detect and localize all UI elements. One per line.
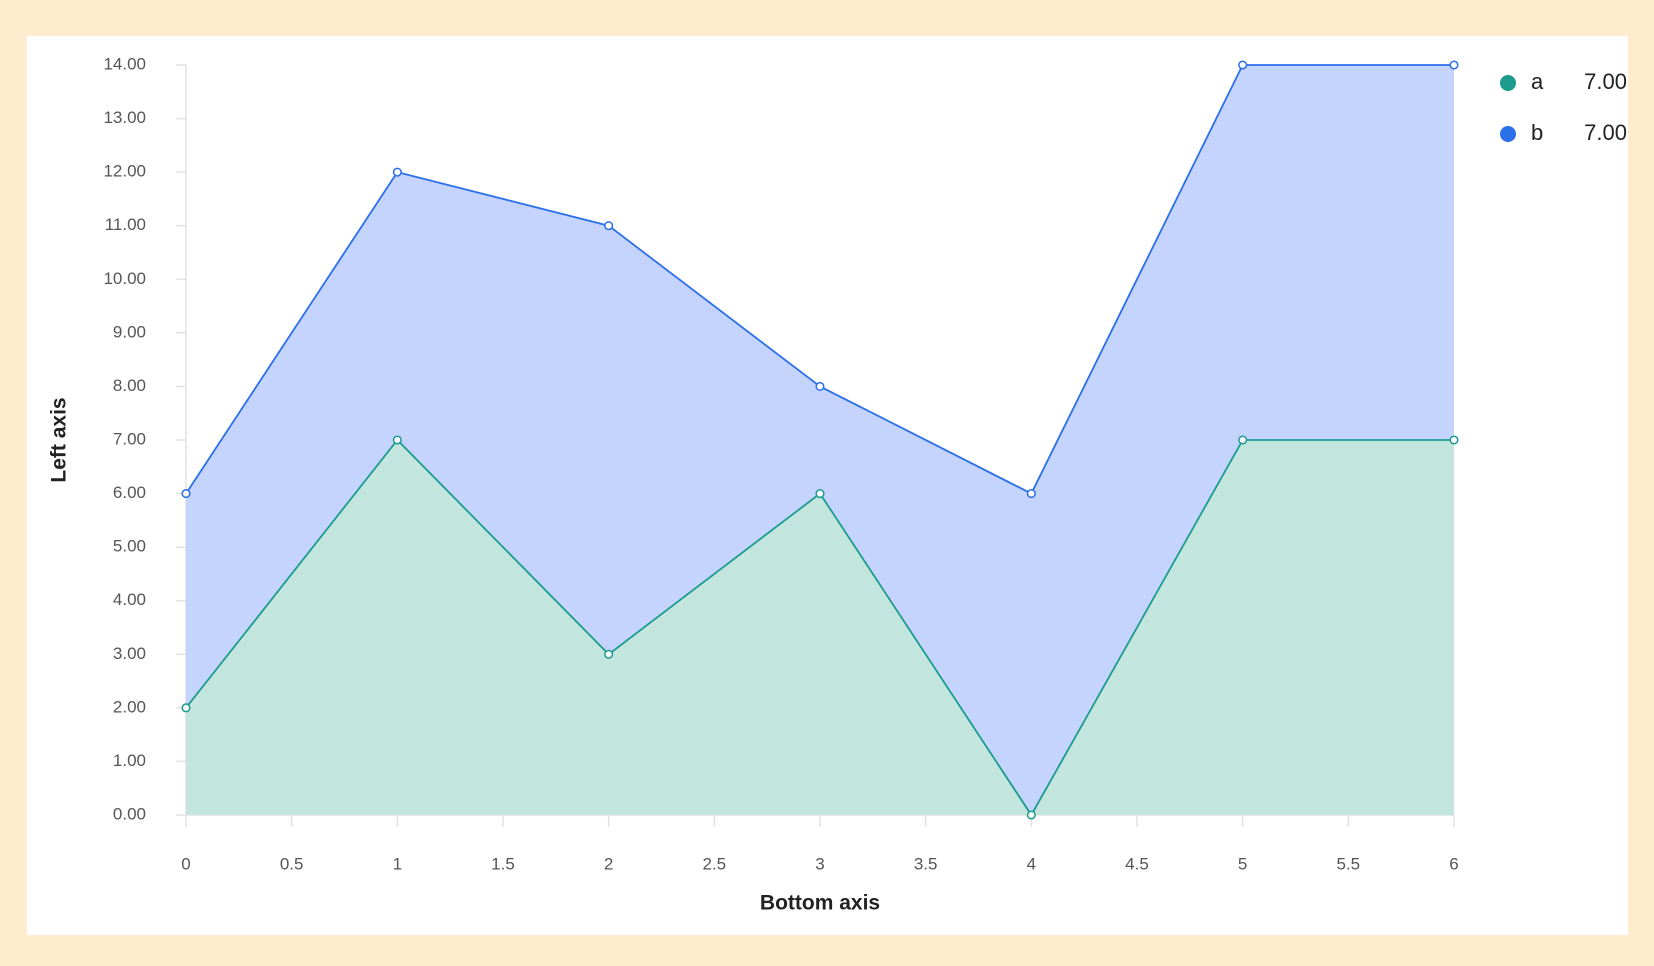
y-tick-label: 5.00: [113, 537, 146, 556]
y-tick-label: 10.00: [103, 269, 146, 288]
legend-marker: [1500, 126, 1516, 142]
x-tick-label: 3: [815, 854, 824, 873]
x-tick-label: 5: [1238, 854, 1247, 873]
point: [604, 649, 614, 659]
x-tick-label: 0: [181, 854, 190, 873]
y-tick-label: 12.00: [103, 162, 146, 181]
y-tick-label: 2.00: [113, 697, 146, 716]
point: [1026, 810, 1036, 820]
point: [1026, 489, 1036, 499]
legend-label: a: [1531, 69, 1544, 94]
legend-value: 7.00: [1584, 69, 1627, 94]
legend-label: b: [1531, 120, 1543, 145]
point: [181, 489, 191, 499]
point: [1449, 435, 1459, 445]
x-tick-label: 5.5: [1337, 854, 1361, 873]
y-tick-label: 9.00: [113, 322, 146, 341]
x-tick-label: 0.5: [280, 854, 304, 873]
y-tick-label: 14.00: [103, 54, 146, 73]
y-tick-label: 3.00: [113, 644, 146, 663]
y-tick-label: 7.00: [113, 429, 146, 448]
point: [815, 489, 825, 499]
y-axis-title: Left axis: [48, 397, 71, 482]
x-tick-label: 1.5: [491, 854, 515, 873]
y-tick-label: 11.00: [105, 215, 146, 234]
x-tick-label: 3.5: [914, 854, 938, 873]
legend-value: 7.00: [1584, 120, 1627, 145]
legend-marker: [1500, 75, 1516, 91]
y-tick-label: 1.00: [113, 751, 146, 770]
point: [181, 703, 191, 713]
point: [392, 167, 402, 177]
point: [604, 221, 614, 231]
point: [392, 435, 402, 445]
point: [1449, 60, 1459, 70]
point: [815, 381, 825, 391]
x-tick-label: 2: [604, 854, 613, 873]
y-tick-label: 13.00: [103, 108, 146, 127]
x-tick-label: 6: [1449, 854, 1458, 873]
point: [1238, 60, 1248, 70]
y-tick-label: 0.00: [113, 804, 146, 823]
x-axis-title: Bottom axis: [760, 892, 880, 915]
x-tick-label: 4.5: [1125, 854, 1149, 873]
x-tick-label: 4: [1027, 854, 1036, 873]
y-tick-label: 4.00: [113, 590, 146, 609]
x-tick-label: 1: [393, 854, 402, 873]
area: [186, 440, 1454, 815]
point: [1238, 435, 1248, 445]
y-tick-label: 6.00: [113, 483, 146, 502]
y-tick-label: 8.00: [113, 376, 146, 395]
x-tick-label: 2.5: [703, 854, 727, 873]
